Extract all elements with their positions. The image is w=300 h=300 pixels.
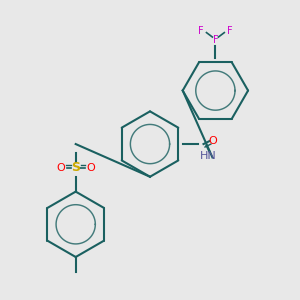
Text: O: O (86, 163, 95, 173)
Text: O: O (56, 163, 65, 173)
Text: F: F (227, 26, 233, 36)
Text: F: F (198, 26, 203, 36)
Text: HN: HN (200, 151, 216, 161)
Text: S: S (71, 161, 80, 174)
Text: O: O (208, 136, 217, 146)
Text: F: F (213, 35, 218, 45)
